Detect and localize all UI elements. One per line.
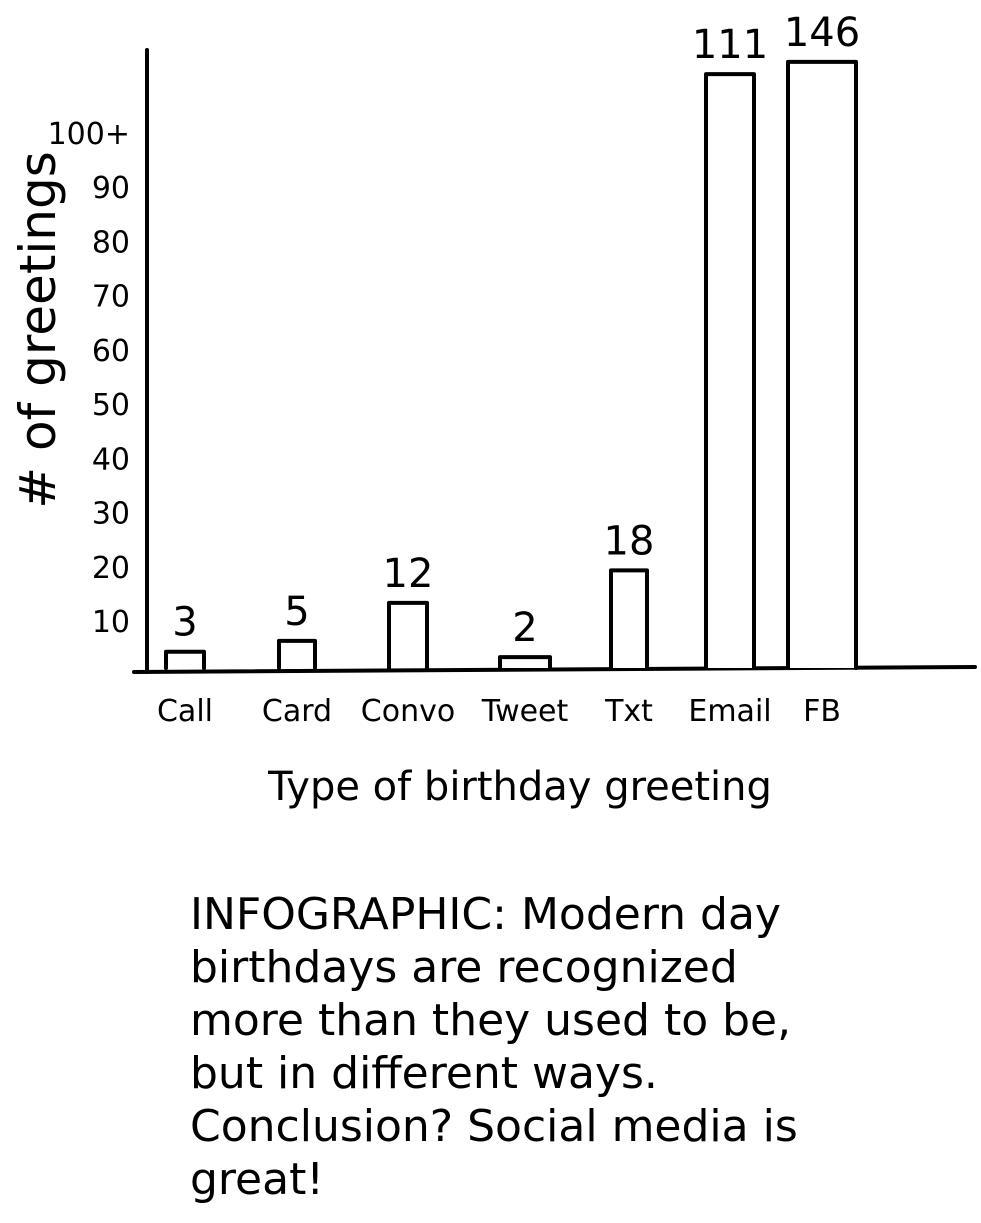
y-axis-title: # of greetings — [9, 151, 67, 509]
x-tick-label: Tweet — [481, 694, 569, 729]
x-tick-label: Email — [688, 694, 771, 729]
bars — [164, 59, 858, 670]
bar-chart: 10 20 30 40 50 60 70 80 90 100+ 3 5 12 2 18 111 146 Cal… — [9, 10, 977, 810]
x-tick-labels: Call Card Convo Tweet Txt Email FB — [157, 694, 841, 729]
data-label: 5 — [284, 589, 309, 635]
bar-fb — [786, 59, 858, 670]
x-axis-title: Type of birthday greeting — [267, 764, 772, 810]
y-tick-label: 90 — [92, 171, 130, 206]
bar-convo — [387, 600, 429, 670]
bar-txt — [609, 568, 649, 670]
y-tick-label: 70 — [92, 280, 130, 315]
data-label: 111 — [692, 22, 768, 68]
bar-email — [704, 72, 756, 670]
data-label: 18 — [604, 518, 655, 564]
data-label: 12 — [383, 551, 434, 597]
bar-card — [277, 638, 317, 670]
y-tick-label: 10 — [92, 605, 130, 640]
y-tick-label: 30 — [92, 497, 130, 532]
data-label: 146 — [784, 10, 860, 56]
data-label: 2 — [512, 605, 537, 651]
x-tick-label: Convo — [361, 694, 455, 729]
x-tick-label: FB — [803, 694, 841, 729]
x-tick-label: Txt — [604, 694, 653, 729]
y-tick-label: 50 — [92, 388, 130, 423]
infographic-caption: INFOGRAPHIC: Modern day birthdays are re… — [190, 889, 798, 1205]
y-tick-label: 100+ — [48, 117, 130, 152]
y-tick-label: 80 — [92, 225, 130, 260]
x-tick-label: Call — [157, 694, 213, 729]
y-tick-label: 20 — [92, 551, 130, 586]
y-tick-label: 60 — [92, 334, 130, 369]
y-tick-labels: 10 20 30 40 50 60 70 80 90 100+ — [48, 117, 130, 640]
data-label: 3 — [172, 600, 197, 646]
bar-tweet — [498, 655, 552, 670]
data-labels: 3 5 12 2 18 111 146 — [172, 10, 860, 651]
bar-call — [164, 649, 206, 670]
y-tick-label: 40 — [92, 442, 130, 477]
x-tick-label: Card — [262, 694, 332, 729]
